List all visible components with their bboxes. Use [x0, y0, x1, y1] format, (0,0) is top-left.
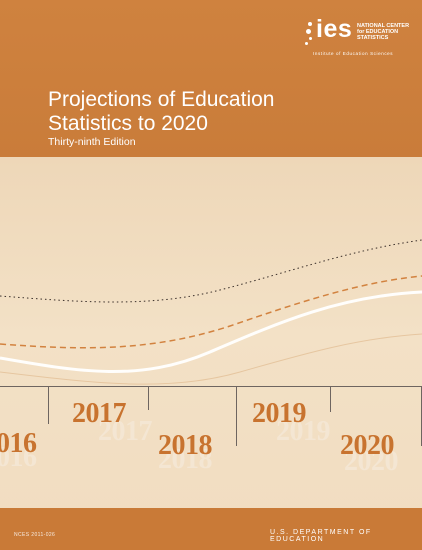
title-line-1: Projections of Education [48, 88, 275, 111]
report-code: NCES 2011-026 [14, 532, 56, 538]
timeline-tick [48, 386, 49, 424]
timeline-axis [0, 386, 422, 387]
year-label-2019: 2019 [252, 398, 307, 429]
year-ghost: 2017 [98, 416, 153, 447]
solid-curve [0, 290, 422, 374]
year-ghost: 2020 [344, 446, 399, 477]
logo-agency: NATIONAL CENTER for EDUCATION STATISTICS [357, 23, 410, 41]
year-label-2018: 2018 [158, 430, 213, 461]
title-line-2: Statistics to 2020 [48, 112, 208, 135]
year-label-2017: 2017 [72, 398, 127, 429]
year-ghost: 016 [0, 442, 37, 473]
year-ghost: 2019 [276, 416, 331, 447]
faint-curve [0, 333, 422, 385]
cover-title: Projections of Education Statistics to 2… [48, 88, 348, 136]
timeline-tick [330, 386, 331, 412]
dotted-curve [0, 239, 422, 303]
ies-logo: ies NATIONAL CENTER for EDUCATION STATIS… [304, 15, 416, 57]
logo-dots-icon [304, 18, 318, 58]
logo-mark: ies [316, 15, 353, 43]
year-label-2016: 016 [0, 428, 37, 459]
year-ghost: 2018 [158, 444, 213, 475]
footer-band [0, 508, 422, 550]
cover-lower-panel [0, 157, 422, 550]
timeline-tick [148, 386, 149, 410]
dashed-curve [0, 275, 422, 349]
logo-institute: Institute of Education Sciences [313, 51, 394, 56]
year-label-2020: 2020 [340, 430, 395, 461]
department-name: U.S. DEPARTMENT OF EDUCATION [270, 529, 372, 543]
edition-label: Thirty-ninth Edition [48, 136, 136, 148]
timeline-tick [236, 386, 237, 446]
